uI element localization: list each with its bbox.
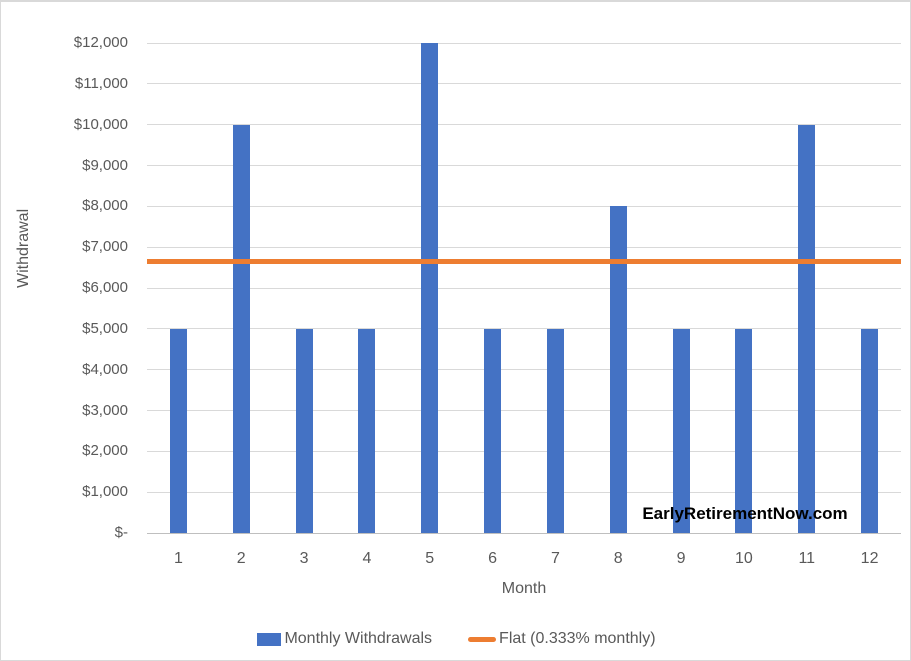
y-tick-label: $4,000 bbox=[82, 360, 128, 378]
legend-item-bars: Monthly Withdrawals bbox=[257, 630, 432, 648]
gridline bbox=[147, 410, 901, 411]
y-tick-label: $- bbox=[114, 524, 128, 541]
y-tick-label: $5,000 bbox=[82, 319, 128, 337]
gridline bbox=[147, 83, 901, 85]
gridline bbox=[147, 287, 901, 289]
x-tick-label: 12 bbox=[860, 550, 879, 567]
legend: Monthly Withdrawals Flat (0.333% monthly… bbox=[1, 630, 910, 648]
y-tick-label: $8,000 bbox=[82, 197, 128, 215]
legend-label-bars: Monthly Withdrawals bbox=[284, 630, 433, 647]
x-axis-title: Month bbox=[501, 580, 547, 597]
x-tick-label: 6 bbox=[488, 550, 498, 567]
y-tick-label: $10,000 bbox=[73, 115, 128, 133]
y-tick-label: $6,000 bbox=[82, 279, 128, 296]
x-tick-label: 8 bbox=[613, 550, 623, 567]
bar-month-7 bbox=[546, 328, 564, 533]
gridline bbox=[147, 328, 901, 330]
gridline bbox=[147, 450, 901, 452]
y-tick-label: $3,000 bbox=[82, 401, 128, 419]
legend-item-flat-line: Flat (0.333% monthly) bbox=[468, 630, 656, 648]
x-tick-label: 3 bbox=[299, 550, 309, 567]
bar-month-9 bbox=[672, 328, 690, 533]
bar-month-6 bbox=[484, 328, 502, 533]
bar-month-12 bbox=[861, 328, 879, 533]
bar-month-8 bbox=[609, 206, 627, 533]
y-tick-label: $11,000 bbox=[74, 74, 128, 92]
y-tick-label: $12,000 bbox=[73, 34, 128, 51]
bar-month-4 bbox=[358, 328, 376, 533]
x-tick-label: 1 bbox=[173, 550, 183, 567]
y-tick-label: $1,000 bbox=[82, 483, 128, 501]
legend-label-flat-line: Flat (0.333% monthly) bbox=[499, 630, 656, 647]
x-tick-label: 7 bbox=[550, 550, 560, 567]
legend-line-swatch-icon bbox=[468, 636, 497, 642]
y-tick-label: $9,000 bbox=[82, 156, 128, 174]
bar-month-2 bbox=[232, 124, 250, 533]
gridline bbox=[147, 165, 901, 166]
gridline bbox=[147, 205, 901, 207]
x-tick-label: 2 bbox=[236, 550, 246, 567]
bar-month-5 bbox=[421, 43, 439, 533]
gridline bbox=[147, 491, 901, 493]
y-tick-label: $2,000 bbox=[82, 442, 128, 460]
x-tick-label: 5 bbox=[425, 550, 435, 567]
gridline bbox=[147, 124, 901, 126]
bar-month-3 bbox=[295, 328, 313, 533]
watermark: EarlyRetirementNow.com bbox=[642, 504, 848, 523]
x-axis-line bbox=[147, 532, 901, 534]
gridline bbox=[147, 369, 901, 371]
x-tick-label: 11 bbox=[798, 550, 816, 567]
y-tick-label: $7,000 bbox=[82, 238, 128, 256]
bar-month-10 bbox=[735, 328, 753, 533]
bar-month-1 bbox=[169, 328, 187, 533]
x-tick-label: 10 bbox=[735, 550, 753, 567]
x-tick-label: 4 bbox=[362, 550, 372, 567]
bar-month-11 bbox=[798, 124, 816, 533]
legend-bar-swatch-icon bbox=[257, 632, 282, 646]
x-tick-label: 9 bbox=[676, 550, 686, 567]
gridline bbox=[147, 246, 901, 248]
flat-withdrawal-line bbox=[147, 258, 901, 264]
gridline bbox=[147, 42, 901, 44]
